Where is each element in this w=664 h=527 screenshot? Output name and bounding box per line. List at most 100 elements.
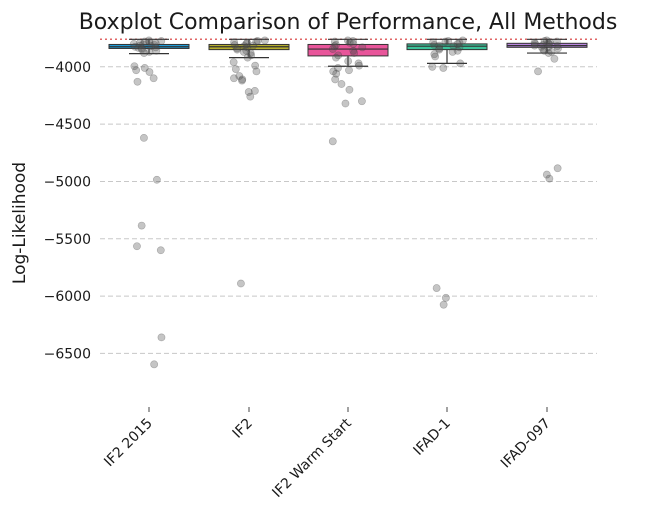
data-point xyxy=(239,48,248,56)
y-tick-label: −4500 xyxy=(44,117,91,133)
data-point xyxy=(553,164,562,173)
data-point xyxy=(554,44,562,53)
data-point xyxy=(132,66,141,75)
data-point xyxy=(328,137,337,146)
data-point xyxy=(233,45,242,54)
data-point xyxy=(136,38,145,47)
data-point xyxy=(140,64,149,72)
data-point xyxy=(539,41,547,49)
data-point xyxy=(145,38,154,47)
data-point xyxy=(243,43,252,52)
data-point xyxy=(235,72,244,80)
data-point xyxy=(435,44,444,53)
data-point xyxy=(252,37,261,46)
data-point xyxy=(253,37,262,45)
y-tick-label: −5500 xyxy=(44,232,91,248)
data-point xyxy=(330,37,339,46)
data-point xyxy=(140,49,148,57)
data-point xyxy=(246,92,255,101)
data-point xyxy=(133,77,142,86)
data-point xyxy=(152,175,161,184)
x-tick-labels: IF2 2015 IF2 IF2 Warm Start IFAD-1 IFAD-097 xyxy=(101,407,554,501)
data-point xyxy=(140,37,149,46)
data-point xyxy=(544,39,553,48)
data-point xyxy=(250,86,259,95)
x-tick-label: IF2 xyxy=(230,416,256,442)
data-point xyxy=(334,64,342,72)
data-point xyxy=(530,38,539,47)
data-point xyxy=(243,38,252,47)
data-point xyxy=(151,39,160,48)
data-point xyxy=(431,52,440,61)
data-point xyxy=(540,46,549,55)
data-point xyxy=(129,39,138,48)
data-point xyxy=(358,97,366,106)
data-point xyxy=(441,37,450,46)
data-point xyxy=(350,49,359,57)
y-tick-label: −6500 xyxy=(44,346,91,362)
data-point xyxy=(545,40,554,49)
data-point xyxy=(343,36,352,45)
data-point xyxy=(542,170,551,179)
data-point xyxy=(330,42,339,51)
y-tick-label: −5000 xyxy=(44,174,91,190)
data-point xyxy=(531,39,539,48)
data-point xyxy=(448,48,457,56)
y-tick-label: −4000 xyxy=(44,60,91,76)
box-body xyxy=(307,43,389,57)
data-point xyxy=(537,42,546,51)
data-point xyxy=(435,41,444,50)
data-point xyxy=(231,65,240,74)
data-point xyxy=(547,48,556,56)
data-point xyxy=(345,85,354,94)
data-point xyxy=(345,38,354,47)
data-point xyxy=(539,45,548,54)
data-point xyxy=(341,99,350,108)
data-point xyxy=(544,49,553,57)
data-point xyxy=(354,59,363,68)
data-point xyxy=(233,44,242,53)
data-point xyxy=(550,54,559,63)
data-point xyxy=(455,38,464,47)
data-point xyxy=(328,45,337,53)
data-point xyxy=(156,246,165,255)
x-tick-label: IFAD-097 xyxy=(498,416,554,472)
data-point xyxy=(134,43,143,52)
box-ifad-1 xyxy=(406,38,488,64)
data-point xyxy=(238,76,246,85)
data-point xyxy=(358,43,367,52)
data-point xyxy=(453,39,462,48)
data-point xyxy=(237,279,245,288)
x-tick-label: IFAD-1 xyxy=(411,416,454,459)
data-point xyxy=(349,46,358,55)
data-point xyxy=(345,66,353,75)
x-tick-label: IF2 Warm Start xyxy=(269,415,355,501)
data-point xyxy=(240,42,249,51)
data-point xyxy=(249,41,258,50)
data-point xyxy=(150,360,159,369)
data-point xyxy=(230,38,239,47)
data-point xyxy=(553,42,562,51)
data-point xyxy=(344,57,353,65)
data-point xyxy=(230,74,238,83)
data-point xyxy=(442,293,450,302)
data-point xyxy=(157,333,166,342)
data-point xyxy=(553,37,561,46)
data-point xyxy=(149,74,158,83)
y-tick-label: −6000 xyxy=(44,289,91,305)
data-point xyxy=(151,43,160,52)
data-point xyxy=(542,36,551,45)
data-point xyxy=(458,36,467,45)
data-point xyxy=(131,42,139,51)
data-point xyxy=(337,80,346,88)
data-point xyxy=(429,38,438,47)
box-if2-2015 xyxy=(108,38,190,55)
data-point xyxy=(453,46,462,55)
data-point xyxy=(130,62,139,71)
data-point xyxy=(152,46,161,55)
data-point xyxy=(439,300,448,309)
y-tick-labels: −4000 −4500 −5000 −5500 −6000 −6500 xyxy=(44,60,91,363)
data-point xyxy=(145,68,154,76)
data-point xyxy=(449,42,458,51)
